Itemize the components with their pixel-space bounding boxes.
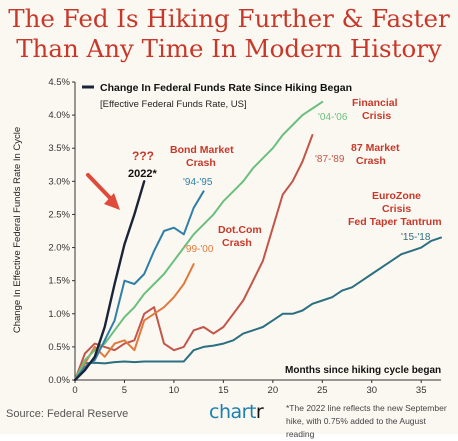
series-layer [73,100,442,382]
annotation-mkt-2: Crash [356,155,386,167]
brand-prefix: chart [209,401,256,423]
series-line-2004-06 [74,100,324,381]
y-tick-label: 2.0% [48,243,70,254]
y-tick-label: 0.0% [48,375,70,386]
title-line-1: The Fed Is Hiking Further & Faster [8,4,450,33]
annotation-dot-2: Crash [222,237,252,249]
y-tick-label: 2.5% [48,209,70,220]
legend-subtitle: [Effective Federal Funds Rate, US] [100,99,247,110]
x-tick-label: 5 [122,385,127,396]
y-tick-label: 4.0% [48,110,70,121]
footnote-line-2: hike, with 0.75% added to the August rea… [286,416,426,439]
x-tick-label: 20 [268,385,279,396]
annotation-question-marks: ??? [132,149,154,163]
x-tick-label: 0 [72,385,77,396]
x-tick-label: 30 [366,385,377,396]
annotation-mkt-1: 87 Market [351,142,400,154]
y-tick-label: 1.0% [48,309,70,320]
x-tick-label: 35 [416,385,427,396]
y-tick-label: 3.5% [48,143,70,154]
highlight-arrow [86,173,120,210]
series-line-2015-18 [74,236,442,381]
legend-title: Change In Federal Funds Rate Since Hikin… [100,82,352,94]
label-99-00: '99-'00 [184,244,214,255]
label-94-95: '94-'95 [183,177,213,188]
y-tick-label: 0.5% [48,342,70,353]
series-line-1987-89 [74,134,314,381]
label-87-89: '87-'89 [315,154,345,165]
footnote-line-1: *The 2022 line reflects the new Septembe… [286,403,447,413]
footnote: *The 2022 line reflects the new Septembe… [286,402,456,441]
annotation-euro-1: EuroZone [372,190,421,202]
x-tick-label: 10 [169,385,180,396]
y-tick-label: 3.0% [48,176,70,187]
source-note: Source: Federal Reserve [6,408,129,420]
brand-suffix: r [255,401,264,423]
annotation-bond-1: Bond Market [170,144,234,156]
annotation-euro-2: Crisis [382,203,411,215]
annotation-euro-3: Fed Taper Tantrum [348,216,442,228]
y-tick-label: 1.5% [48,276,70,287]
x-tick-label: 15 [218,385,229,396]
annotation-dot-1: Dot.Com [218,224,262,236]
x-tick-label: 25 [317,385,328,396]
series-line-1994-95 [74,190,205,381]
series-line-2022 [73,180,146,382]
annotation-fin-2: Crisis [362,110,391,122]
label-2022: 2022* [128,168,157,180]
chart-title: The Fed Is Hiking Further & Faster Than … [0,4,458,64]
label-15-18: '15-'18 [401,232,431,243]
y-axis-label: Change In Effective Federal Funds Rate I… [12,127,23,333]
x-axis-caption: Months since hiking cycle began [285,365,441,376]
series-line-1999-00 [74,263,195,381]
axes: 0.0% 0.5% 1.0% 1.5% 2.0% 2.5% 3.0% 3.5% 4.0% 4.5%… [48,77,441,396]
chartr-logo: chartr [209,401,264,423]
annotation-fin-1: Financial [352,97,398,109]
annotation-bond-2: Crash [186,157,216,169]
title-line-2: Than Any Time In Modern History [16,34,442,63]
label-04-06: '04-'06 [318,112,348,123]
y-tick-label: 4.5% [48,77,70,88]
